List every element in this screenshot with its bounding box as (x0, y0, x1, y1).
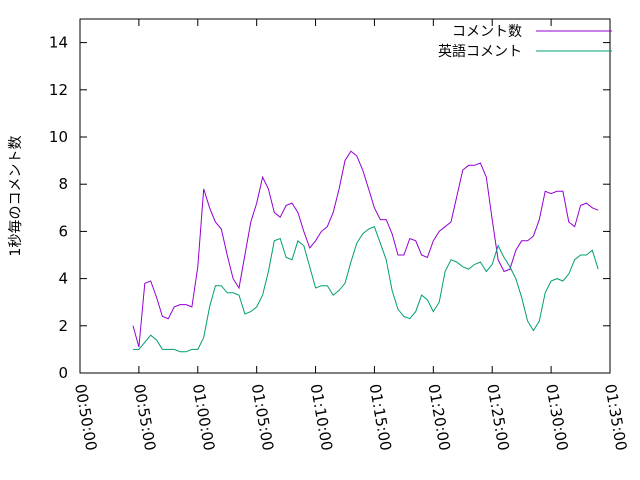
y-axis-label: 1秒毎のコメント数 (8, 136, 24, 257)
x-tick-label: 01:00:00 (189, 383, 218, 452)
x-tick-label: 01:15:00 (366, 383, 395, 452)
legend-label-english: 英語コメント (438, 43, 522, 60)
x-tick-label: 01:35:00 (601, 383, 630, 452)
x-tick-label: 01:10:00 (307, 383, 336, 452)
legend-label-comments: コメント数 (452, 24, 522, 40)
y-tick-label: 8 (58, 175, 68, 193)
x-tick-label: 01:25:00 (483, 383, 512, 452)
y-tick-label: 14 (49, 34, 68, 52)
y-tick-label: 10 (49, 128, 68, 146)
plot-area (79, 18, 611, 374)
y-tick-label: 4 (58, 270, 68, 288)
plot-frame (79, 18, 611, 374)
x-tick-label: 00:55:00 (130, 383, 159, 452)
x-tick-label: 01:30:00 (542, 383, 571, 452)
y-axis: 0 2 4 6 8 10 12 14 (49, 34, 610, 382)
series-line-1 (133, 226, 599, 353)
x-tick-label: 01:05:00 (248, 383, 277, 452)
y-tick-label: 2 (58, 317, 68, 335)
y-tick-label: 0 (58, 364, 68, 382)
y-tick-label: 6 (58, 222, 68, 240)
series-line-0 (132, 150, 599, 348)
x-axis: 00:50:00 00:55:00 01:00:00 01:05:00 01:10:00… (71, 19, 630, 452)
x-tick-label: 00:50:00 (71, 383, 100, 452)
series-layer (132, 150, 599, 353)
y-tick-label: 12 (49, 81, 68, 99)
legend: コメント数 英語コメント (438, 24, 612, 60)
x-tick-label: 01:20:00 (424, 383, 453, 452)
